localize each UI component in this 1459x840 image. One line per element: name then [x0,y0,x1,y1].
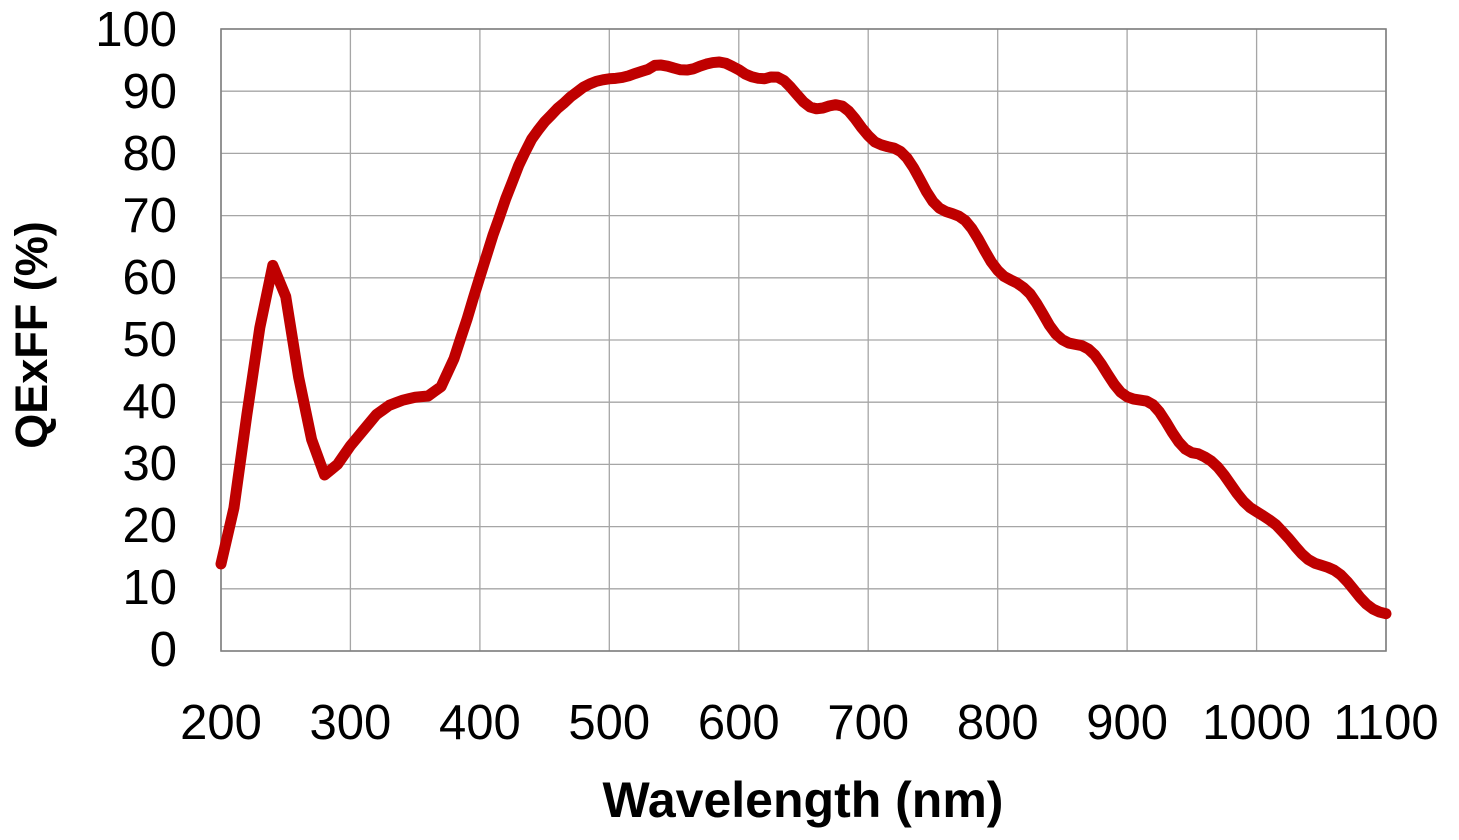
svg-text:100: 100 [95,3,177,57]
svg-text:60: 60 [122,251,177,305]
svg-text:200: 200 [180,696,262,750]
svg-text:1000: 1000 [1202,696,1311,750]
svg-text:30: 30 [122,437,177,491]
svg-text:900: 900 [1086,696,1168,750]
svg-text:300: 300 [310,696,392,750]
svg-text:500: 500 [568,696,650,750]
svg-text:40: 40 [122,375,177,429]
svg-text:0: 0 [150,623,177,677]
svg-text:70: 70 [122,189,177,243]
svg-text:700: 700 [827,696,909,750]
svg-text:20: 20 [122,499,177,553]
svg-text:80: 80 [122,127,177,181]
svg-text:50: 50 [122,313,177,367]
svg-text:Wavelength (nm): Wavelength (nm) [603,772,1004,828]
svg-text:90: 90 [122,65,177,119]
svg-text:800: 800 [957,696,1039,750]
svg-text:1100: 1100 [1333,696,1438,750]
svg-text:600: 600 [698,696,780,750]
svg-text:400: 400 [439,696,521,750]
svg-text:QExFF (%): QExFF (%) [6,221,57,449]
svg-text:10: 10 [122,561,177,615]
